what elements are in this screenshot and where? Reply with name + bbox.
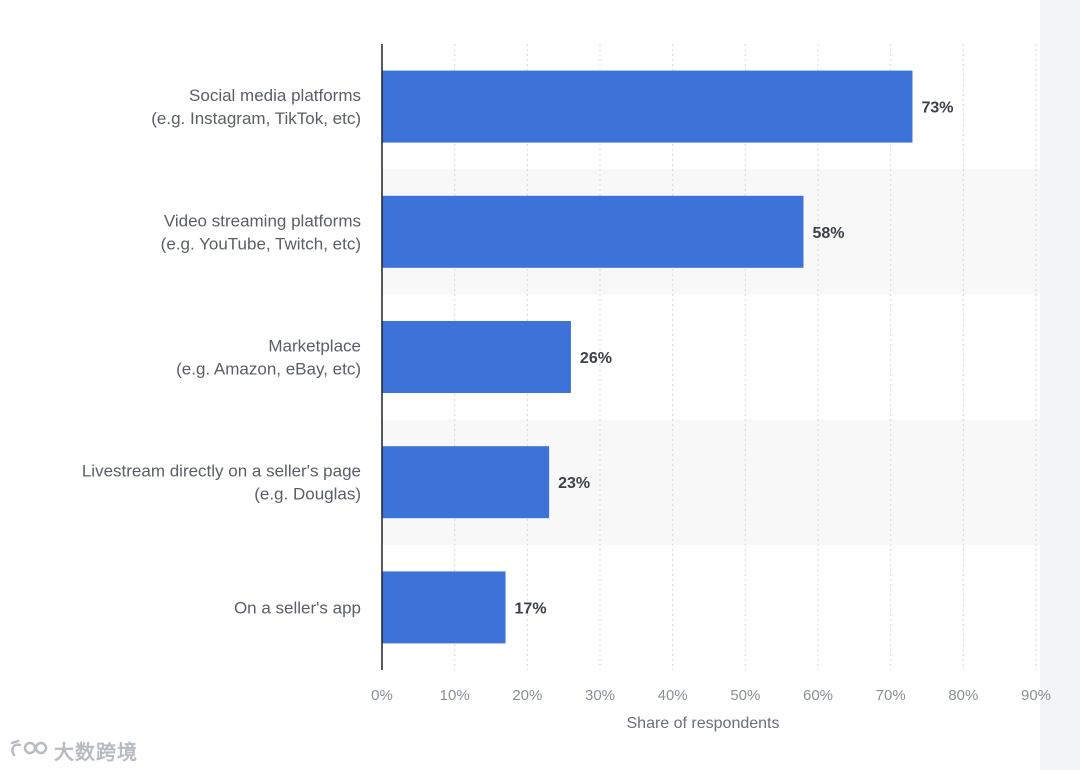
data-label: 58% bbox=[812, 225, 844, 242]
bar bbox=[382, 321, 571, 393]
x-tick-label: 10% bbox=[440, 687, 470, 704]
x-tick-label: 90% bbox=[1021, 687, 1051, 704]
x-tick-label: 60% bbox=[803, 687, 833, 704]
data-label: 26% bbox=[580, 350, 612, 367]
category-label: Video streaming platforms bbox=[164, 211, 361, 230]
x-tick-label: 70% bbox=[876, 687, 906, 704]
right-edge-strip bbox=[1040, 0, 1080, 770]
data-label: 73% bbox=[921, 100, 953, 117]
watermark-logo-icon bbox=[10, 739, 48, 757]
category-label: Marketplace bbox=[268, 337, 361, 356]
watermark: 大数跨境 bbox=[8, 736, 138, 764]
watermark-text: 大数跨境 bbox=[54, 739, 138, 764]
category-label: (e.g. YouTube, Twitch, etc) bbox=[161, 234, 361, 253]
x-tick-label: 40% bbox=[658, 687, 688, 704]
bar bbox=[382, 446, 550, 519]
x-tick-label: 20% bbox=[512, 687, 542, 704]
x-axis-title: Share of respondents bbox=[627, 715, 780, 732]
x-tick-label: 30% bbox=[585, 687, 615, 704]
data-label: 23% bbox=[558, 475, 590, 492]
gridlines bbox=[454, 44, 1037, 670]
category-label: Social media platforms bbox=[189, 86, 361, 105]
bar bbox=[382, 195, 804, 268]
bars bbox=[382, 70, 913, 644]
category-label: (e.g. Instagram, TikTok, etc) bbox=[151, 109, 361, 128]
bar bbox=[382, 70, 913, 143]
x-tick-label: 50% bbox=[730, 687, 760, 704]
category-label: (e.g. Douglas) bbox=[254, 485, 361, 504]
data-label: 17% bbox=[515, 600, 547, 617]
value-labels: 73% 58% 26% 23% 17% bbox=[515, 100, 954, 618]
x-tick-label: 0% bbox=[371, 687, 393, 704]
category-label: (e.g. Amazon, eBay, etc) bbox=[176, 360, 361, 379]
category-labels: Social media platforms (e.g. Instagram, T… bbox=[82, 86, 361, 617]
category-label: On a seller's app bbox=[234, 598, 361, 617]
x-tick-labels: 0% 10% 20% 30% 40% 50% 60% 70% 80% 90% bbox=[371, 687, 1051, 704]
category-label: Livestream directly on a seller's page bbox=[82, 462, 361, 481]
bar bbox=[382, 571, 506, 644]
x-tick-label: 80% bbox=[948, 687, 978, 704]
